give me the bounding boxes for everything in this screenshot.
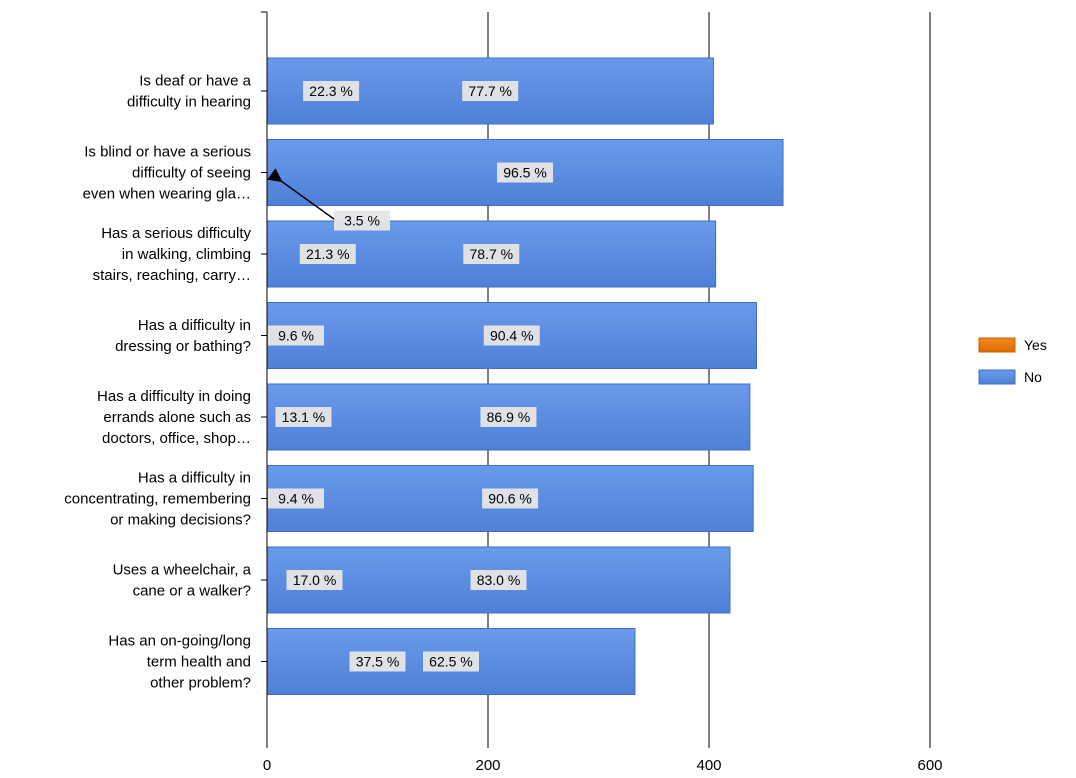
category-label-line: stairs, reaching, carry… (93, 267, 251, 284)
data-label-bg (268, 488, 324, 509)
category-label-line: Uses a wheelchair, a (113, 562, 252, 579)
data-label-bg (334, 210, 390, 231)
data-label-bg (463, 244, 520, 264)
data-label-bg (470, 570, 527, 590)
category-label: Has a serious difficulty in walking, clim… (93, 225, 252, 284)
data-label-bg (483, 325, 540, 346)
data-label-bg (268, 325, 324, 346)
legend-swatch-no (978, 369, 1016, 385)
category-label-line: doctors, office, shop… (102, 430, 251, 447)
category-label-line: or making decisions? (110, 512, 251, 529)
data-labels: 22.3 % 77.7 % 3.5 % 96.5 % 21.3 % 78.7 % 9.6 %… (267, 81, 554, 672)
legend-label-no: No (1024, 369, 1042, 385)
category-label-line: Has a serious difficulty (101, 225, 251, 242)
data-label-bg (497, 162, 554, 183)
data-label-no: 78.7 % (470, 246, 514, 262)
category-label-line: term health and (147, 654, 251, 671)
category-label-line: errands alone such as (103, 409, 251, 426)
category-label: Has a difficulty in doing errands alone s… (97, 388, 251, 447)
category-label-line: Is deaf or have a (139, 73, 251, 90)
data-label-bg (275, 407, 332, 427)
data-label-no: 62.5 % (429, 654, 473, 670)
category-label-line: Has a difficulty in (138, 470, 251, 487)
legend-swatch-yes (978, 337, 1016, 353)
data-label-yes: 9.6 % (278, 328, 314, 344)
data-label-yes: 3.5 % (344, 213, 380, 229)
category-label: Uses a wheelchair, a cane or a walker? (113, 562, 252, 600)
legend-label-yes: Yes (1024, 337, 1047, 353)
category-label: Is deaf or have a difficulty in hearing (127, 73, 252, 111)
category-label-line: concentrating, remembering (64, 491, 251, 508)
category-label: Has an on-going/long term health and other… (108, 633, 251, 692)
category-label-line: even when wearing gla… (83, 186, 251, 203)
data-label-bg (482, 488, 539, 509)
category-label-line: Has a difficulty in doing (97, 388, 251, 405)
category-label-line: cane or a walker? (133, 583, 251, 600)
category-label-line: other problem? (150, 675, 251, 692)
category-label: Has a difficulty in dressing or bathing? (115, 317, 251, 355)
axes: 0 200 400 600 (261, 11, 943, 774)
category-label: Is blind or have a serious difficulty of … (83, 144, 251, 203)
category-label-line: dressing or bathing? (115, 338, 251, 355)
x-tick-label: 200 (475, 757, 500, 774)
legend: Yes No (978, 337, 1047, 385)
data-label-yes: 17.0 % (293, 572, 337, 588)
data-label-bg (286, 570, 343, 590)
x-tick-label: 600 (917, 757, 942, 774)
category-label-line: Has an on-going/long (108, 633, 251, 650)
data-label-yes: 9.4 % (278, 491, 314, 507)
data-label-no: 96.5 % (503, 165, 547, 181)
x-tick-label: 400 (696, 757, 721, 774)
category-label-line: Has a difficulty in (138, 317, 251, 334)
data-label-no: 83.0 % (477, 572, 521, 588)
data-label-yes: 21.3 % (306, 246, 350, 262)
gridlines (487, 12, 931, 742)
data-label-bg (462, 81, 519, 101)
data-label-bg (349, 651, 406, 672)
data-label-bg (422, 651, 479, 672)
leader-line (267, 168, 337, 222)
x-tick-label: 0 (263, 757, 271, 774)
bars (266, 57, 784, 695)
category-label-line: in walking, climbing (122, 246, 251, 263)
data-label-bg (480, 407, 537, 427)
data-label-no: 90.6 % (488, 491, 532, 507)
data-label-no: 77.7 % (468, 83, 512, 99)
data-label-bg (303, 81, 360, 101)
data-label-yes: 37.5 % (356, 654, 400, 670)
data-label-bg (299, 244, 356, 264)
category-label-line: difficulty in hearing (127, 94, 251, 111)
category-label-line: difficulty of seeing (132, 165, 251, 182)
category-label: Has a difficulty in concentrating, rememb… (64, 470, 251, 529)
category-labels: Is deaf or have a difficulty in hearingIs… (64, 73, 251, 692)
data-label-yes: 22.3 % (309, 83, 353, 99)
data-label-no: 86.9 % (487, 409, 531, 425)
data-label-yes: 13.1 % (282, 409, 326, 425)
data-label-no: 90.4 % (490, 328, 534, 344)
category-label-line: Is blind or have a serious (84, 144, 251, 161)
